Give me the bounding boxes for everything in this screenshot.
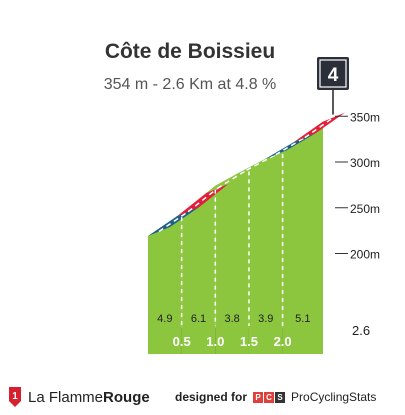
segment-gradient-label: 6.1 [191, 313, 206, 325]
chart-subtitle: 354 m - 2.6 Km at 4.8 % [103, 76, 277, 93]
road-centre-line [187, 187, 218, 213]
road-surface-section [293, 112, 345, 143]
profile-segment [181, 185, 216, 354]
footer: 1 La FlammeRouge designed for P C S ProC… [0, 382, 405, 415]
segment-gradient-label: 4.9 [157, 313, 172, 325]
profile-segment [282, 121, 323, 354]
designed-for-label: designed for [175, 390, 248, 404]
category-badge-label: 4 [328, 65, 339, 86]
svg-text:1: 1 [12, 391, 18, 402]
pcs-logo-c: C [264, 391, 275, 403]
chart-title: Côte de Boissieu [104, 40, 276, 63]
road-centre-line [216, 169, 247, 190]
profile-segment [248, 149, 283, 354]
profile-segment [215, 167, 249, 354]
road-centre-line [158, 211, 189, 233]
pcs-logo-s: S [275, 391, 286, 403]
road-centre-line [246, 154, 277, 171]
segment-gradient-label: 3.8 [224, 313, 239, 325]
category-badge-layer: 4 [317, 57, 349, 115]
flamme-rouge-flag-icon: 1 [9, 387, 21, 407]
brand-name: La FlammeRouge [28, 388, 150, 406]
profile-segment [148, 213, 182, 354]
road-surface-section [148, 207, 200, 236]
category-badge-border [319, 59, 347, 88]
road-centre-line [304, 116, 335, 139]
designed-for-pcs[interactable]: designed for P C S ProCyclingStats [175, 390, 376, 404]
altitude-tick-label: 350m [350, 110, 380, 124]
end-distance-label: 2.6 [352, 323, 370, 338]
profile-labels-layer: 4.9 6.1 3.8 3.9 5.1 0.5 1.0 1.5 2.0 2.6 [157, 313, 370, 349]
segment-gradient-label: 3.9 [258, 313, 273, 325]
km-label: 2.0 [274, 334, 292, 349]
road-surface-section [206, 165, 258, 193]
road-centre-line [275, 136, 306, 156]
altitude-tick-label: 250m [350, 202, 380, 216]
profile-segments-layer [148, 121, 323, 354]
road-surface-section [264, 133, 316, 160]
pcs-logo-p: P [253, 391, 264, 403]
km-label: 1.0 [206, 334, 224, 349]
profile-km-dashes-layer [180, 153, 284, 326]
km-label: 1.5 [240, 334, 258, 349]
altitude-tick-label: 200m [350, 248, 380, 262]
profile-top-stripe-layer [148, 112, 345, 236]
la-flamme-rouge-logo[interactable]: 1 La FlammeRouge [8, 386, 150, 408]
km-label: 0.5 [173, 334, 191, 349]
altitude-ticks-layer: 200m 250m 300m 350m [335, 110, 380, 262]
segment-gradient-label: 5.1 [295, 313, 310, 325]
climb-profile-chart: 200m 250m 300m 350m 4.9 6.1 3.8 3.9 5.1 0.5 1.0 1.… [148, 57, 380, 354]
category-badge-box [317, 57, 349, 90]
altitude-tick-label: 300m [350, 156, 380, 170]
pcs-brand-name: ProCyclingStats [291, 390, 377, 404]
